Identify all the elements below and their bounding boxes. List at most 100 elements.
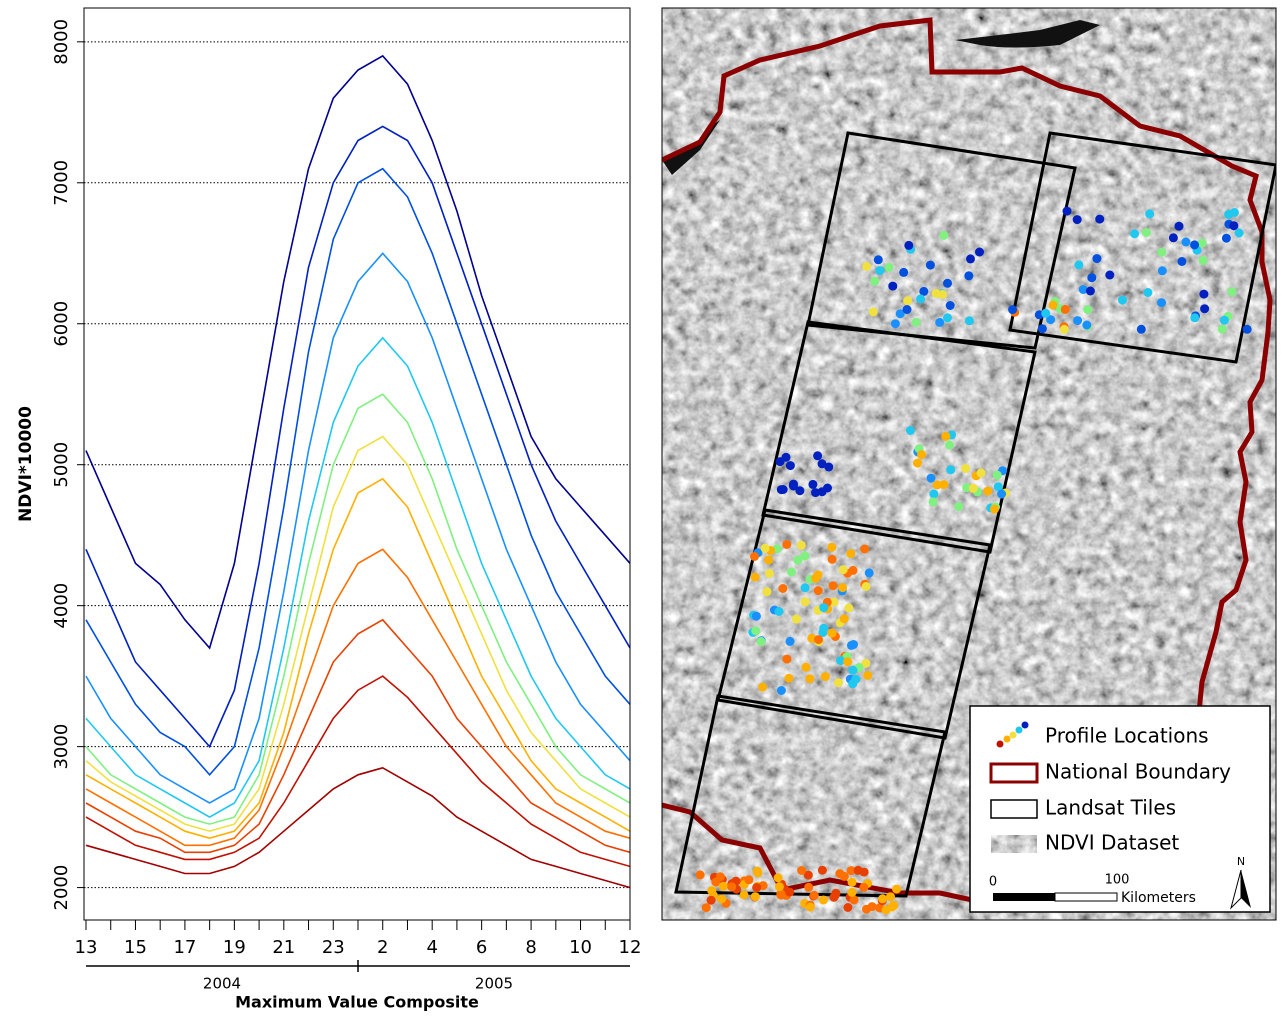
- location-dot: [932, 480, 942, 490]
- location-dot: [803, 870, 813, 880]
- location-dot: [1085, 286, 1095, 296]
- legend-box: [969, 705, 1271, 913]
- legend-label: Profile Locations: [1045, 724, 1209, 748]
- location-dot: [964, 271, 974, 281]
- water-body: [955, 20, 1100, 48]
- x-axis-label: Maximum Value Composite: [235, 993, 479, 1012]
- x-tick-label: 12: [619, 937, 642, 958]
- location-dot: [785, 636, 795, 646]
- location-dot: [1168, 233, 1178, 243]
- x-tick-label: 15: [124, 937, 147, 958]
- location-dot: [800, 551, 810, 561]
- location-dot: [1059, 324, 1069, 334]
- ndvi-profile: [85, 336, 630, 819]
- location-dot: [817, 865, 827, 875]
- location-dot: [786, 567, 796, 577]
- ndvi-profile: [85, 435, 630, 833]
- location-dot: [843, 903, 853, 912]
- location-dot: [848, 679, 858, 689]
- location-dot: [701, 903, 711, 913]
- y-tick-label: 7000: [51, 160, 72, 206]
- location-dot: [997, 489, 1007, 499]
- location-dot: [904, 240, 914, 250]
- location-dot: [1227, 287, 1237, 297]
- location-dot: [824, 462, 834, 472]
- location-dot: [760, 543, 770, 553]
- legend-icon-boundary: [989, 762, 1039, 784]
- location-dot: [1217, 324, 1227, 334]
- location-dot: [774, 607, 784, 616]
- y-axis-label: NDVI*10000: [16, 406, 36, 522]
- location-dot: [905, 426, 915, 435]
- ndvi-profile: [85, 125, 630, 749]
- location-dot: [707, 886, 717, 896]
- location-dot: [711, 877, 721, 887]
- location-dot: [804, 882, 814, 892]
- location-dot: [751, 626, 761, 636]
- location-dot: [796, 540, 806, 550]
- location-dot: [917, 450, 927, 460]
- scale-label: 100: [1105, 873, 1130, 888]
- location-dot: [785, 461, 795, 471]
- location-dot: [1181, 237, 1191, 247]
- location-dot: [870, 276, 880, 286]
- location-dot: [817, 459, 827, 469]
- location-dot: [811, 488, 820, 498]
- location-dot: [946, 465, 956, 475]
- y-tick-label: 8000: [51, 19, 72, 65]
- location-dot: [818, 895, 828, 905]
- location-dot: [1008, 305, 1018, 315]
- location-dot: [931, 288, 941, 298]
- location-dot: [1221, 233, 1231, 243]
- ndvi-profile: [85, 766, 630, 889]
- location-dot: [695, 870, 705, 880]
- scale-bar: [1054, 892, 1118, 902]
- location-dot: [813, 451, 823, 461]
- location-dot: [875, 266, 885, 276]
- ndvi-profile: [85, 393, 630, 825]
- location-dot: [939, 480, 949, 490]
- location-dot: [895, 309, 905, 319]
- legend-label: National Boundary: [1045, 760, 1231, 784]
- location-dot: [919, 286, 929, 296]
- location-dot: [1073, 316, 1083, 326]
- location-dot: [964, 316, 974, 326]
- location-dot: [801, 662, 811, 672]
- location-dot: [1229, 221, 1239, 231]
- location-dot: [1234, 228, 1244, 238]
- legend-icon-dots: [996, 721, 1029, 748]
- plot-frame: [83, 7, 631, 921]
- location-dot: [835, 869, 845, 879]
- profile-locations: [695, 206, 1252, 915]
- location-dot: [1136, 324, 1146, 334]
- location-dot: [764, 568, 774, 578]
- location-dot: [862, 262, 872, 271]
- location-dot: [861, 582, 871, 591]
- tile: [761, 320, 1037, 554]
- x-tick-label: 13: [75, 937, 98, 958]
- landsat-tiles: [674, 131, 1276, 898]
- location-dot: [929, 489, 939, 499]
- location-dot: [902, 305, 912, 314]
- location-dot: [868, 307, 878, 317]
- location-dot: [706, 895, 716, 905]
- location-dot: [1092, 254, 1102, 264]
- location-dot: [928, 497, 938, 507]
- location-dot: [941, 431, 951, 441]
- location-dot: [863, 670, 873, 680]
- legend-icon-tiles: [990, 799, 1038, 819]
- location-dot: [846, 549, 856, 559]
- location-dot: [778, 485, 788, 494]
- location-dot: [943, 278, 952, 288]
- y-tick-label: 3000: [51, 724, 72, 770]
- location-dot: [1190, 240, 1200, 250]
- location-dot: [751, 611, 761, 621]
- location-dot: [758, 682, 768, 692]
- location-dot: [778, 584, 788, 593]
- location-dot: [750, 552, 759, 561]
- location-dot: [860, 544, 870, 554]
- x-tick-label: 21: [272, 937, 295, 958]
- location-dot: [849, 640, 858, 649]
- location-dot: [717, 894, 727, 904]
- location-dot: [1087, 273, 1097, 283]
